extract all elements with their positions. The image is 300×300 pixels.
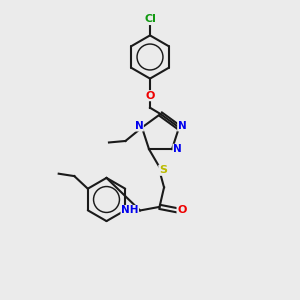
Text: N: N (178, 121, 186, 131)
Text: N: N (173, 144, 182, 154)
Text: N: N (135, 121, 143, 131)
Text: O: O (145, 91, 155, 101)
Text: S: S (159, 165, 167, 175)
Text: NH: NH (121, 206, 139, 215)
Text: Cl: Cl (144, 14, 156, 25)
Text: O: O (177, 206, 186, 215)
